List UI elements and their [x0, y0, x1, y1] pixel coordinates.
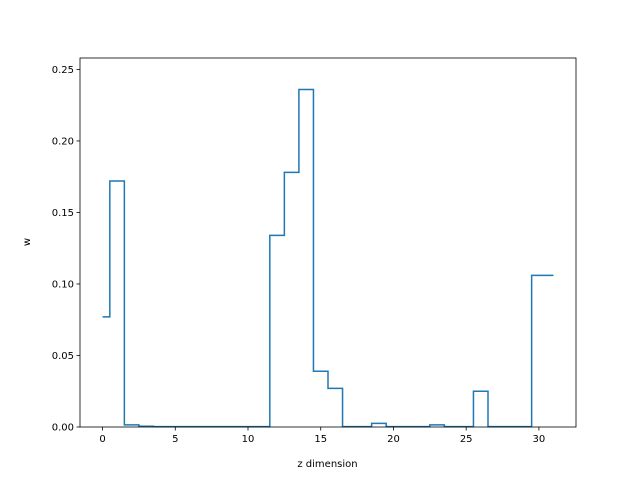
x-tick-label: 0 [99, 434, 105, 445]
y-tick-label: 0.20 [52, 136, 74, 147]
x-axis-label: z dimension [297, 459, 357, 470]
x-tick-label: 20 [387, 434, 400, 445]
x-tick-label: 25 [460, 434, 473, 445]
y-tick-label: 0.10 [52, 279, 74, 290]
x-tick-label: 30 [533, 434, 546, 445]
y-axis-label: w [22, 238, 33, 246]
y-tick-label: 0.00 [52, 423, 74, 434]
y-tick-label: 0.05 [52, 351, 74, 362]
plot-area [79, 57, 577, 428]
y-axis: 0.00 0.05 0.10 0.15 0.20 0.25 [52, 65, 80, 434]
y-tick-label: 0.25 [52, 65, 74, 76]
x-tick-label: 10 [242, 434, 255, 445]
series-line-0 [102, 88, 554, 428]
y-tick-label: 0.15 [52, 208, 74, 219]
x-tick-label: 5 [172, 434, 178, 445]
x-axis: 0 5 10 15 20 25 30 [99, 427, 545, 445]
x-tick-label: 15 [314, 434, 327, 445]
plot-frame [79, 57, 577, 428]
